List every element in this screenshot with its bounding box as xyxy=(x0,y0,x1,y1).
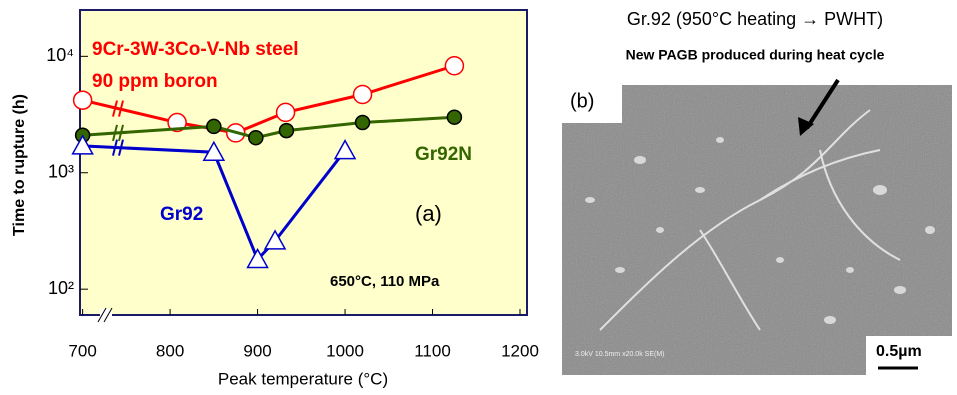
marker xyxy=(167,112,187,133)
marker xyxy=(444,55,465,76)
marker xyxy=(202,140,226,161)
x-axis-label: Peak temperature (°C) xyxy=(218,369,388,388)
x-tick-label: 800 xyxy=(156,341,184,360)
line-break xyxy=(112,139,124,156)
annotation: 650°C, 110 MPa xyxy=(330,273,440,290)
series-line xyxy=(82,115,455,140)
marker xyxy=(72,90,93,110)
label-box xyxy=(562,85,622,123)
micrograph-panel: Gr.92 (950°C heating → PWHT) New PAGB pr… xyxy=(562,9,952,375)
scale-label: 0.5µm xyxy=(876,343,922,360)
micrograph-grain xyxy=(562,85,952,375)
panel-label: (b) xyxy=(570,90,594,112)
marker xyxy=(206,118,222,135)
x-tick-label: 1200 xyxy=(501,341,539,360)
grain-boundary xyxy=(599,109,901,331)
series-label: Gr92 xyxy=(160,204,203,225)
line-break xyxy=(112,124,124,142)
x-tick-label: 900 xyxy=(243,341,271,360)
series-label: 9Cr-3W-3Co-V-Nb steel xyxy=(92,39,299,60)
sem-info: 3.0kV 10.5mm x20.0k SE(M) xyxy=(575,351,664,358)
series-label: 90 ppm boron xyxy=(92,71,218,92)
precipitates xyxy=(585,137,935,324)
arrow-head xyxy=(798,117,814,136)
arrow xyxy=(805,78,840,130)
micrograph-caption: New PAGB produced during heat cycle xyxy=(626,47,885,63)
axis-break xyxy=(97,307,113,323)
marker xyxy=(248,129,264,146)
marker xyxy=(446,109,463,125)
marker xyxy=(275,102,296,123)
marker xyxy=(354,114,371,131)
marker xyxy=(71,134,94,155)
y-axis-label: Time to rupture (h) xyxy=(11,94,28,236)
x-tick-label: 1100 xyxy=(414,341,451,360)
micrograph-title: Gr.92 (950°C heating → PWHT) xyxy=(627,9,883,29)
x-tick-label: 700 xyxy=(68,341,96,360)
marker xyxy=(246,247,269,269)
marker xyxy=(352,84,373,105)
annotation: (a) xyxy=(415,201,442,226)
series-line xyxy=(82,64,455,135)
y-tick-label: 10⁴ xyxy=(46,45,74,65)
y-tick-label: 10² xyxy=(48,278,74,298)
y-tick-label: 10³ xyxy=(48,162,74,182)
marker xyxy=(333,139,357,160)
line-break xyxy=(112,100,124,117)
series-label: Gr92N xyxy=(415,144,472,165)
marker xyxy=(263,229,287,250)
x-tick-label: 1000 xyxy=(326,341,364,360)
marker xyxy=(278,122,295,139)
